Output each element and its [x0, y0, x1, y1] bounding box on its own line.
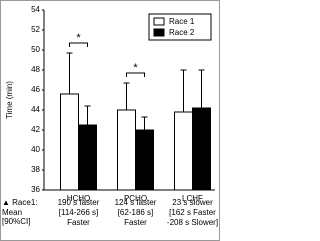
- bar: [135, 129, 154, 191]
- bar: [78, 124, 97, 191]
- y-tick-label: 46: [31, 85, 40, 94]
- footer-cell: -208 s Slower]: [167, 218, 218, 227]
- bar: [60, 93, 79, 191]
- footer-cell: 23 s slower: [172, 198, 213, 207]
- significance-label: *: [76, 32, 81, 44]
- significance-bracket: [126, 72, 145, 77]
- footer-row-label: Mean: [2, 208, 22, 217]
- x-tick-label: HCHO: [67, 194, 91, 203]
- x-tick-label: LCHF: [182, 194, 203, 203]
- footer-label: ▲ Race1:: [2, 198, 38, 207]
- footer-cell: [62-186 s]: [118, 208, 154, 217]
- y-tick-label: 40: [31, 145, 40, 154]
- y-tick-label: 44: [31, 105, 40, 114]
- legend-label: Race 2: [169, 28, 195, 37]
- bar: [117, 109, 136, 191]
- footer-row-label: [90%CI]: [2, 217, 30, 226]
- footer-cell: Faster: [67, 218, 90, 227]
- footer-cell: 124 s faster: [115, 198, 157, 207]
- significance-label: *: [133, 62, 138, 74]
- y-tick-label: 36: [31, 185, 40, 194]
- footer-cell: [114-266 s]: [59, 208, 98, 217]
- y-tick-label: 50: [31, 45, 40, 54]
- y-tick-label: 42: [31, 125, 40, 134]
- bar: [192, 107, 211, 191]
- legend-swatch: [153, 28, 165, 37]
- y-tick-label: 38: [31, 165, 40, 174]
- legend-label: Race 1: [169, 17, 195, 26]
- legend-swatch: [153, 17, 165, 26]
- footer-cell: Faster: [124, 218, 147, 227]
- bar: [174, 111, 193, 191]
- y-tick-label: 54: [31, 5, 40, 14]
- footer-cell: [162 s Faster: [169, 208, 216, 217]
- chart: Time (min) ▲ Race1: Mean [90%CI] 36 38 40 4…: [0, 0, 220, 241]
- y-axis-label: Time (min): [5, 81, 14, 119]
- x-tick-label: PCHO: [124, 194, 147, 203]
- significance-bracket: [69, 42, 88, 47]
- y-tick-label: 52: [31, 25, 40, 34]
- y-tick-label: 48: [31, 65, 40, 74]
- footer-cell: 190 s faster: [58, 198, 100, 207]
